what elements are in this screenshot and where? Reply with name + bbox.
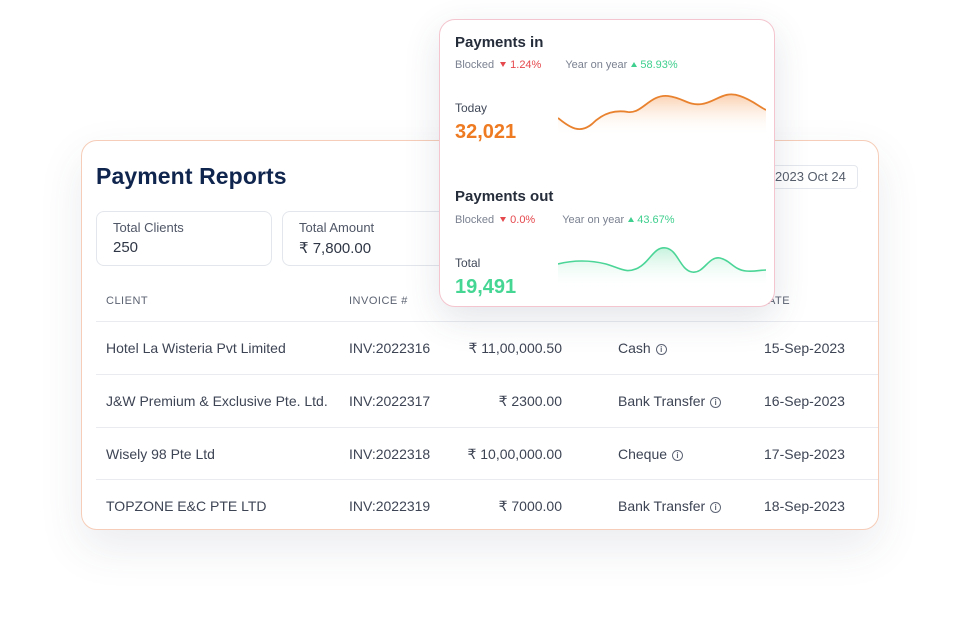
- payments-in-meta: Blocked 1.24% Year on year 58.93%: [455, 59, 678, 71]
- page-title: Payment Reports: [96, 163, 287, 189]
- invoice-cell: INV:2022318: [349, 446, 431, 462]
- mode-label: Cheque: [618, 446, 668, 462]
- payments-out-title: Payments out: [455, 188, 554, 205]
- date-cell: 17-Sep-2023: [764, 446, 845, 462]
- info-icon[interactable]: i: [655, 344, 667, 355]
- amount-cell: ₹ 7000.00: [498, 498, 562, 514]
- stat-value: ₹ 7,800.00: [299, 240, 372, 257]
- invoice-cell: INV:2022316: [349, 340, 431, 356]
- payments-in-amount: 32,021: [455, 121, 517, 143]
- client-cell: Hotel La Wisteria Pvt Limited: [106, 340, 286, 356]
- trend-up-icon: [631, 62, 638, 67]
- blocked-label: Blocked: [455, 214, 495, 226]
- stat-label: Total Amount: [299, 220, 375, 235]
- blocked-label: Blocked: [455, 59, 495, 71]
- mode-label: Bank Transfer: [618, 393, 706, 409]
- payments-out-sparkline: [558, 247, 766, 290]
- stat-label: Total Clients: [113, 220, 184, 235]
- date-cell: 16-Sep-2023: [764, 393, 845, 409]
- amount-cell: ₹ 2300.00: [498, 393, 562, 409]
- payments-out-sub-label: Total: [455, 256, 481, 270]
- trend-down-icon: [500, 217, 507, 222]
- client-cell: TOPZONE E&C PTE LTD: [106, 498, 267, 514]
- info-icon[interactable]: i: [710, 397, 722, 408]
- amount-cell: ₹ 11,00,000.50: [468, 340, 562, 356]
- yoy-label: Year on year: [565, 59, 628, 71]
- mode-label: Cash: [618, 340, 651, 356]
- info-icon[interactable]: i: [710, 502, 722, 513]
- stat-value: 250: [113, 239, 139, 256]
- payments-in-title: Payments in: [455, 34, 544, 51]
- payments-in-sparkline: [558, 93, 766, 136]
- total-clients-stat: Total Clients 250: [96, 211, 272, 266]
- mode-cell: Bank Transfer i: [618, 498, 722, 514]
- client-cell: Wisely 98 Pte Ltd: [106, 446, 215, 462]
- blocked-value: 1.24%: [510, 59, 542, 71]
- mode-label: Bank Transfer: [618, 498, 706, 514]
- payments-summary-card: Payments in Blocked 1.24% Year on year 58.9…: [439, 19, 775, 307]
- column-header-date[interactable]: ATE: [768, 295, 791, 307]
- invoice-cell: INV:2022319: [349, 498, 431, 514]
- info-icon[interactable]: i: [672, 450, 684, 461]
- payments-out-amount: 19,491: [455, 276, 517, 298]
- trend-down-icon: [500, 62, 507, 67]
- table-row[interactable]: TOPZONE E&C PTE LTD INV:2022319 ₹ 7000.0…: [96, 479, 878, 529]
- blocked-value: 0.0%: [510, 214, 536, 226]
- table-row[interactable]: Wisely 98 Pte Ltd INV:2022318 ₹ 10,00,00…: [96, 427, 878, 480]
- mode-cell: Cheque i: [618, 446, 684, 462]
- column-header-invoice[interactable]: INVOICE #: [349, 295, 408, 307]
- date-cell: 15-Sep-2023: [764, 340, 845, 356]
- client-cell: J&W Premium & Exclusive Pte. Ltd.: [106, 393, 328, 409]
- trend-up-icon: [628, 217, 635, 222]
- mode-cell: Cash i: [618, 340, 667, 356]
- table-row[interactable]: J&W Premium & Exclusive Pte. Ltd. INV:20…: [96, 374, 878, 427]
- invoice-cell: INV:2022317: [349, 393, 431, 409]
- date-cell: 18-Sep-2023: [764, 498, 845, 514]
- yoy-label: Year on year: [562, 214, 625, 226]
- amount-cell: ₹ 10,00,000.00: [467, 446, 562, 462]
- payments-out-meta: Blocked 0.0% Year on year 43.67%: [455, 214, 675, 226]
- total-amount-stat: Total Amount ₹ 7,800.00: [282, 211, 452, 266]
- date-filter[interactable]: 2023 Oct 24: [766, 165, 858, 189]
- yoy-value: 43.67%: [637, 214, 675, 226]
- payments-in-sub-label: Today: [455, 101, 488, 115]
- column-header-client[interactable]: CLIENT: [106, 295, 149, 307]
- table-row[interactable]: Hotel La Wisteria Pvt Limited INV:202231…: [96, 321, 878, 374]
- yoy-value: 58.93%: [640, 59, 678, 71]
- mode-cell: Bank Transfer i: [618, 393, 722, 409]
